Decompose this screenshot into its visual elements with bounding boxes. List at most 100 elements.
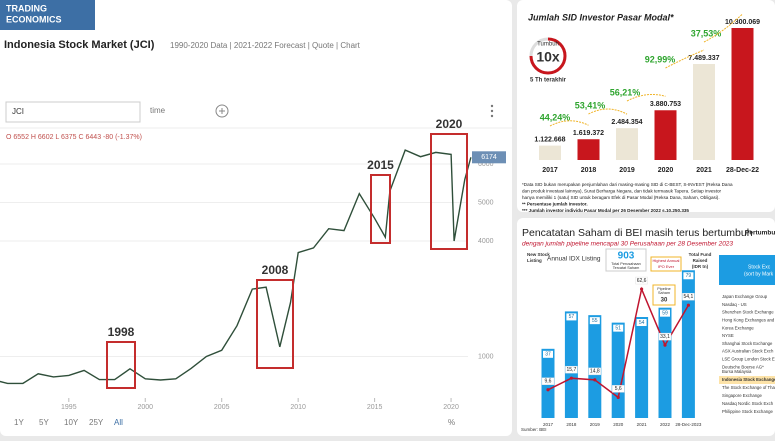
line-label-box xyxy=(588,367,601,376)
brand: ECONOMICS xyxy=(6,14,62,24)
panel-title: Pertumbu xyxy=(745,230,775,237)
bar xyxy=(693,64,715,160)
line-label: 5,6 xyxy=(615,386,622,392)
axis-label: Raised xyxy=(693,258,708,263)
bar xyxy=(539,145,561,160)
brand-box xyxy=(0,0,95,30)
range-button[interactable]: 5Y xyxy=(39,418,49,427)
add-icon[interactable] xyxy=(215,104,229,118)
bar-label: 59 xyxy=(662,310,668,316)
exchange-name: ASX Australian Stock Exch xyxy=(722,349,774,354)
axis-label: Total Fund xyxy=(689,252,712,257)
bar-label-box xyxy=(543,350,553,358)
badge-text: Highest Annual xyxy=(653,258,680,263)
category-label: 2019 xyxy=(619,167,635,174)
bar xyxy=(731,28,754,160)
growth-arrow xyxy=(665,49,705,69)
bar-label-box xyxy=(683,272,694,280)
event-box xyxy=(370,174,391,244)
event-label: 1998 xyxy=(108,325,135,339)
badge-text: Total Perusahaan xyxy=(611,262,641,266)
event-box xyxy=(256,279,294,369)
category-label: 2017 xyxy=(543,422,554,427)
bar-label-box xyxy=(660,309,670,317)
note: ** Persentase jumlah investor. xyxy=(522,202,588,207)
line-label: 62,6 xyxy=(637,278,647,284)
note: dan produk investasi lainnya), Surat Ber… xyxy=(522,189,722,194)
bar xyxy=(658,307,672,418)
menu-dot[interactable] xyxy=(490,104,494,108)
growth-label: 56,21% xyxy=(610,87,641,97)
line-label-box xyxy=(658,332,672,341)
left-panel xyxy=(0,0,512,436)
bar-label: 51 xyxy=(615,325,621,331)
badge-arc xyxy=(529,37,567,75)
event-box xyxy=(430,133,468,250)
event-box xyxy=(106,341,136,389)
exchange-name: Shenzhen Stock Exchange xyxy=(722,310,774,315)
badge-text: 903 xyxy=(618,251,635,262)
value-label: 1.122.668 xyxy=(534,136,565,143)
category-label: 2018 xyxy=(566,422,577,427)
source: Sumber: BEI xyxy=(521,427,547,432)
legend-label: Annual IDX Listing xyxy=(547,256,601,263)
fund-dot xyxy=(663,343,667,347)
symbol-input[interactable] xyxy=(5,101,141,123)
event-label: 2020 xyxy=(436,117,463,131)
exchange-name: NYSE xyxy=(722,333,734,338)
event-label: 2008 xyxy=(262,263,289,277)
category-label: 2019 xyxy=(590,422,601,427)
note: *Data SID bukan merupakan penjumlahan da… xyxy=(522,182,733,187)
category-label: 2020 xyxy=(658,167,674,174)
exchange-name: Nasdaq Nordic Stock Exch xyxy=(722,401,774,406)
y-tick-label: 1000 xyxy=(478,353,494,360)
note: hanya memiliki 1 (satu) SID untuk beraga… xyxy=(522,195,720,200)
bar xyxy=(635,317,649,418)
value-label: 1.619.372 xyxy=(573,130,604,137)
bar-label-box xyxy=(589,317,600,325)
growth-label: 53,41% xyxy=(575,100,606,110)
menu-dot xyxy=(490,109,494,113)
bar-label-box xyxy=(566,313,577,321)
corner-label: % xyxy=(448,418,455,427)
badge-box xyxy=(650,256,682,272)
bar xyxy=(611,322,625,418)
range-button[interactable]: 25Y xyxy=(89,418,104,427)
bar xyxy=(577,139,600,160)
bar-label: 37 xyxy=(545,352,551,358)
growth-arrow xyxy=(549,120,589,127)
range-button[interactable]: 10Y xyxy=(64,418,79,427)
brand: TRADING xyxy=(6,3,47,13)
line-label-box xyxy=(565,365,578,374)
exchange-name: Singapore Exchange xyxy=(722,393,763,398)
exchange-name: LSE Group London Stock E xyxy=(722,357,775,362)
chart-title: Pencatatan Saham di BEI masih terus bert… xyxy=(522,227,753,239)
time-label: time xyxy=(150,106,166,115)
line-label: 33,1 xyxy=(660,334,670,340)
range-button[interactable]: 1Y xyxy=(14,418,24,427)
bar xyxy=(681,270,695,418)
growth-label: 44,24% xyxy=(540,112,571,122)
badge-text: Tercatat Saham xyxy=(613,266,640,270)
bar xyxy=(654,110,677,160)
last-price-tag xyxy=(472,151,506,164)
menu-dot xyxy=(490,114,494,118)
badge-text: IPO Ever xyxy=(658,264,675,269)
fund-dot xyxy=(569,376,574,380)
event-label: 2015 xyxy=(367,158,394,172)
last-price: 6174 xyxy=(481,154,497,161)
category-label: 2021 xyxy=(696,167,712,174)
growth-arrow xyxy=(588,108,628,115)
axis-label: Listing xyxy=(527,258,542,263)
x-tick-label: 2005 xyxy=(214,404,230,411)
line-label: 54,1 xyxy=(684,294,694,300)
note: *** Jumlah investor individu Pasar Modal… xyxy=(522,208,689,213)
fund-dot xyxy=(546,388,550,392)
axis-label: (IDR tn) xyxy=(692,264,709,269)
range-button[interactable]: All xyxy=(114,418,123,427)
price-line xyxy=(0,149,472,385)
value-label: 10.300.069 xyxy=(725,19,760,26)
growth-label: 92,99% xyxy=(645,54,676,64)
exchange-name: Korea Exchange xyxy=(722,325,754,330)
